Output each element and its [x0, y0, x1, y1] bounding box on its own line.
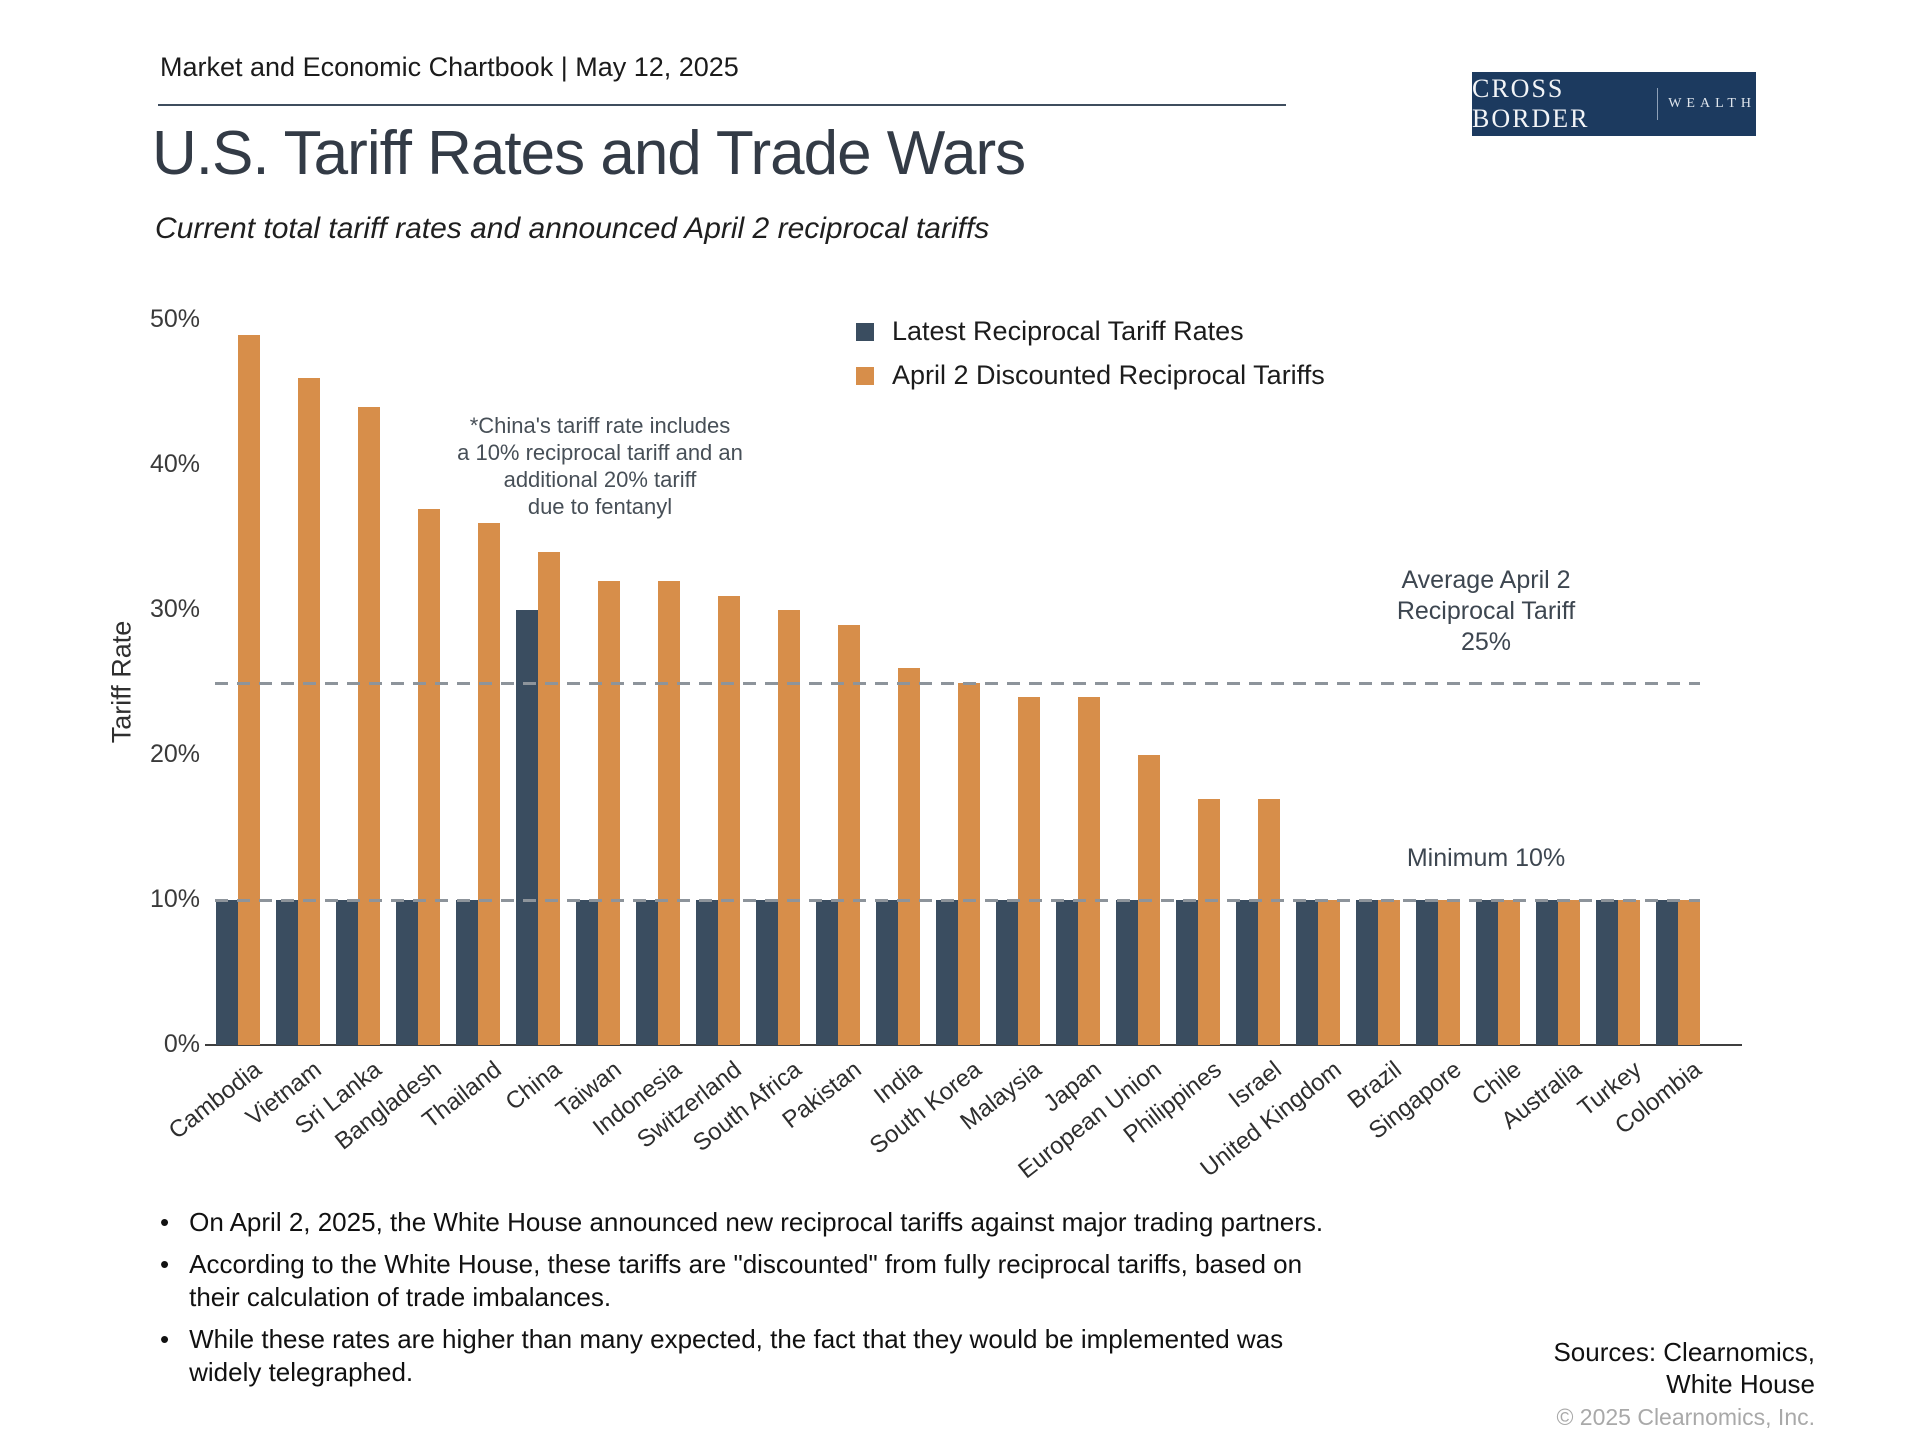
bar-april2-pakistan [838, 624, 860, 1045]
bar-april2-chile [1498, 900, 1520, 1045]
bar-latest-brazil [1356, 900, 1378, 1045]
bar-april2-philippines [1198, 798, 1220, 1045]
bar-latest-taiwan [576, 900, 598, 1045]
bar-april2-bangladesh [418, 508, 440, 1045]
footnote-text: While these rates are higher than many e… [189, 1324, 1284, 1387]
bar-latest-india [876, 900, 898, 1045]
footnotes: • On April 2, 2025, the White House anno… [160, 1206, 1350, 1389]
bullet-icon: • [160, 1324, 170, 1354]
bar-latest-china [516, 610, 538, 1045]
bar-latest-cambodia [216, 900, 238, 1045]
bar-april2-israel [1258, 798, 1280, 1045]
brand-logo-primary: CROSS BORDER [1472, 74, 1590, 133]
footnote-item: • On April 2, 2025, the White House anno… [160, 1206, 1350, 1239]
bar-latest-south-africa [756, 900, 778, 1045]
bar-latest-sri-lanka [336, 900, 358, 1045]
bar-april2-sri-lanka [358, 407, 380, 1045]
bar-latest-colombia [1656, 900, 1678, 1045]
x-axis-line [205, 1044, 1742, 1046]
china-annotation: *China's tariff rate includes a 10% reci… [457, 413, 743, 519]
bar-latest-south-korea [936, 900, 958, 1045]
bar-latest-bangladesh [396, 900, 418, 1045]
bar-april2-indonesia [658, 581, 680, 1045]
y-tick-label: 40% [149, 450, 200, 478]
chart-legend: Latest Reciprocal Tariff Rates April 2 D… [856, 316, 1325, 391]
bar-latest-thailand [456, 900, 478, 1045]
bar-latest-singapore [1416, 900, 1438, 1045]
bar-latest-indonesia [636, 900, 658, 1045]
bar-april2-brazil [1378, 900, 1400, 1045]
bar-april2-singapore [1438, 900, 1460, 1045]
page-title: U.S. Tariff Rates and Trade Wars [152, 119, 1026, 188]
bar-april2-australia [1558, 900, 1580, 1045]
footnote-text: On April 2, 2025, the White House announ… [189, 1207, 1324, 1237]
legend-swatch-april2 [856, 366, 874, 385]
brand-logo-secondary: WEALTH [1668, 96, 1756, 111]
sources-block: Sources: Clearnomics, White House © 2025… [1553, 1336, 1815, 1431]
bar-april2-switzerland [718, 595, 740, 1045]
bullet-icon: • [160, 1249, 170, 1279]
y-tick-label: 50% [149, 305, 200, 333]
bar-latest-united-kingdom [1296, 900, 1318, 1045]
bar-april2-turkey [1618, 900, 1640, 1045]
bar-latest-european-union [1116, 900, 1138, 1045]
sources-line-2: White House [1666, 1369, 1815, 1399]
bar-april2-united-kingdom [1318, 900, 1340, 1045]
brand-logo-divider [1657, 88, 1659, 120]
bar-latest-pakistan [816, 900, 838, 1045]
bar-april2-india [898, 668, 920, 1045]
footnote-text: According to the White House, these tari… [189, 1249, 1303, 1312]
bar-latest-turkey [1596, 900, 1618, 1045]
y-tick-label: 10% [149, 885, 200, 913]
bar-april2-south-korea [958, 682, 980, 1045]
y-tick-label: 0% [163, 1030, 200, 1058]
bar-april2-colombia [1678, 900, 1700, 1045]
footnote-item: • While these rates are higher than many… [160, 1323, 1350, 1389]
footnote-item: • According to the White House, these ta… [160, 1248, 1350, 1314]
y-axis-title: Tariff Rate [106, 620, 137, 744]
bar-april2-malaysia [1018, 697, 1040, 1045]
bar-latest-israel [1236, 900, 1258, 1045]
bar-april2-japan [1078, 697, 1100, 1045]
bullet-icon: • [160, 1207, 170, 1237]
bar-april2-cambodia [238, 334, 260, 1045]
reference-line-label-10pct: Minimum 10% [1406, 844, 1566, 872]
legend-item-latest: Latest Reciprocal Tariff Rates [856, 316, 1325, 347]
brand-logo: CROSS BORDER WEALTH [1472, 72, 1756, 136]
bar-latest-australia [1536, 900, 1558, 1045]
bar-april2-south-africa [778, 610, 800, 1045]
bar-latest-japan [1056, 900, 1078, 1045]
bar-latest-chile [1476, 900, 1498, 1045]
legend-swatch-latest [856, 322, 874, 341]
bar-latest-malaysia [996, 900, 1018, 1045]
bar-april2-taiwan [598, 581, 620, 1045]
header-rule [158, 104, 1286, 106]
reference-line-label-25pct: Average April 2 Reciprocal Tariff 25% [1396, 566, 1576, 656]
y-tick-label: 20% [149, 740, 200, 768]
copyright: © 2025 Clearnomics, Inc. [1556, 1404, 1815, 1430]
bar-latest-switzerland [696, 900, 718, 1045]
bar-april2-vietnam [298, 378, 320, 1045]
page-subtitle: Current total tariff rates and announced… [155, 212, 990, 245]
legend-label-april2: April 2 Discounted Reciprocal Tariffs [892, 360, 1325, 390]
chartbook-header: Market and Economic Chartbook | May 12, … [160, 52, 739, 82]
bar-april2-china [538, 552, 560, 1045]
bar-april2-thailand [478, 523, 500, 1045]
bar-latest-vietnam [276, 900, 298, 1045]
sources-line-1: Sources: Clearnomics, [1553, 1337, 1815, 1367]
reference-line-10pct [215, 899, 1700, 902]
legend-label-latest: Latest Reciprocal Tariff Rates [892, 316, 1244, 346]
bar-latest-philippines [1176, 900, 1198, 1045]
legend-item-april2: April 2 Discounted Reciprocal Tariffs [856, 360, 1325, 391]
reference-line-25pct [215, 681, 1700, 685]
y-tick-label: 30% [149, 595, 200, 623]
